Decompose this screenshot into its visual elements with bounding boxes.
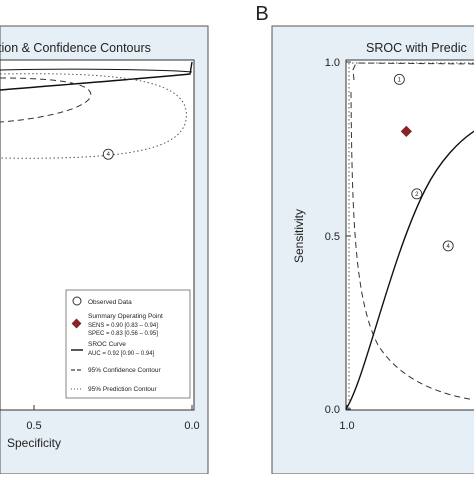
panel-b-summary-point	[400, 125, 412, 138]
panel-a-observed-circle	[102, 148, 114, 160]
panel-b-observed-circle	[393, 73, 405, 85]
panel-b-observed-point: 4	[442, 240, 454, 252]
panel-b-observed-label: 2	[415, 192, 419, 198]
panel-a-legend: Observed Data Summary Operating Point SE…	[65, 289, 191, 399]
panel-b-sroc-curve	[345, 130, 474, 410]
panel-b: B SROC with Predic 1.0 0.5 0.0 Sensitivi…	[255, 3, 474, 475]
panel-b-observed-circle	[411, 188, 423, 200]
panel-a-legend-confidence: 95% Confidence Contour	[88, 367, 161, 374]
panel-b-ylabel: Sensitivity	[292, 209, 306, 263]
panel-b-observed-point: 2	[411, 188, 423, 200]
panel-b-letter: B	[255, 3, 268, 25]
panel-a-observed-point: 4	[102, 148, 114, 160]
panel-a-legend-sens: SENS = 0.90 [0.83 – 0.94]	[88, 323, 158, 329]
panel-a-confidence-contour	[0, 77, 92, 123]
panel-a-legend-prediction: 95% Prediction Contour	[88, 386, 157, 393]
panel-b-ytick-label-05: 0.5	[325, 231, 340, 243]
panel-b-observed-label: 4	[447, 244, 451, 250]
panel-a-legend-sroc: SROC Curve	[88, 341, 126, 348]
panel-a-legend-spec: SPEC = 0.83 [0.56 – 0.95]	[88, 331, 158, 337]
panel-b-ytick-label-00: 0.0	[325, 404, 340, 416]
panel-a-xlabel: Specificity	[7, 436, 61, 450]
panel-a-legend-circle-icon	[72, 296, 82, 306]
panel-b-y-axis: 1.0 0.5 0.0 Sensitivity	[292, 57, 351, 416]
panel-a-sroc-curve-top	[0, 68, 193, 73]
panel-b-observed-circle	[442, 240, 454, 252]
panel-b-observed-label: 1	[398, 77, 402, 83]
panel-a-xtick-label-05: 0.5	[26, 420, 41, 432]
panel-a-sroc-curve	[0, 61, 193, 91]
panel-a-observed-points: 4	[102, 148, 114, 160]
panel-a-legend-box	[65, 289, 191, 399]
panel-a-legend-summary: Summary Operating Point	[88, 313, 163, 320]
panel-b-observed-point: 1	[393, 73, 405, 85]
panel-a: tion & Confidence Contours 0.5 0.0 Speci…	[0, 25, 209, 475]
panel-b-ytick-label-10: 1.0	[325, 57, 340, 69]
panel-a-xtick-label-00: 0.0	[184, 420, 199, 432]
panel-b-observed-points: 1 2 4	[393, 73, 454, 252]
panel-a-observed-label: 4	[107, 152, 111, 158]
panel-b-xtick-label-10: 1.0	[339, 420, 354, 432]
panel-a-legend-observed: Observed Data	[88, 299, 132, 306]
panel-b-plot-area	[345, 59, 474, 411]
panel-a-legend-auc: AUC = 0.92 [0.90 – 0.94]	[88, 351, 155, 357]
panel-b-confidence-contour-top	[352, 62, 474, 81]
panel-b-summary-diamond	[400, 125, 412, 138]
panel-b-title: SROC with Predic	[366, 41, 467, 55]
panel-a-prediction-contour	[0, 73, 187, 159]
panel-a-title: tion & Confidence Contours	[0, 41, 151, 55]
